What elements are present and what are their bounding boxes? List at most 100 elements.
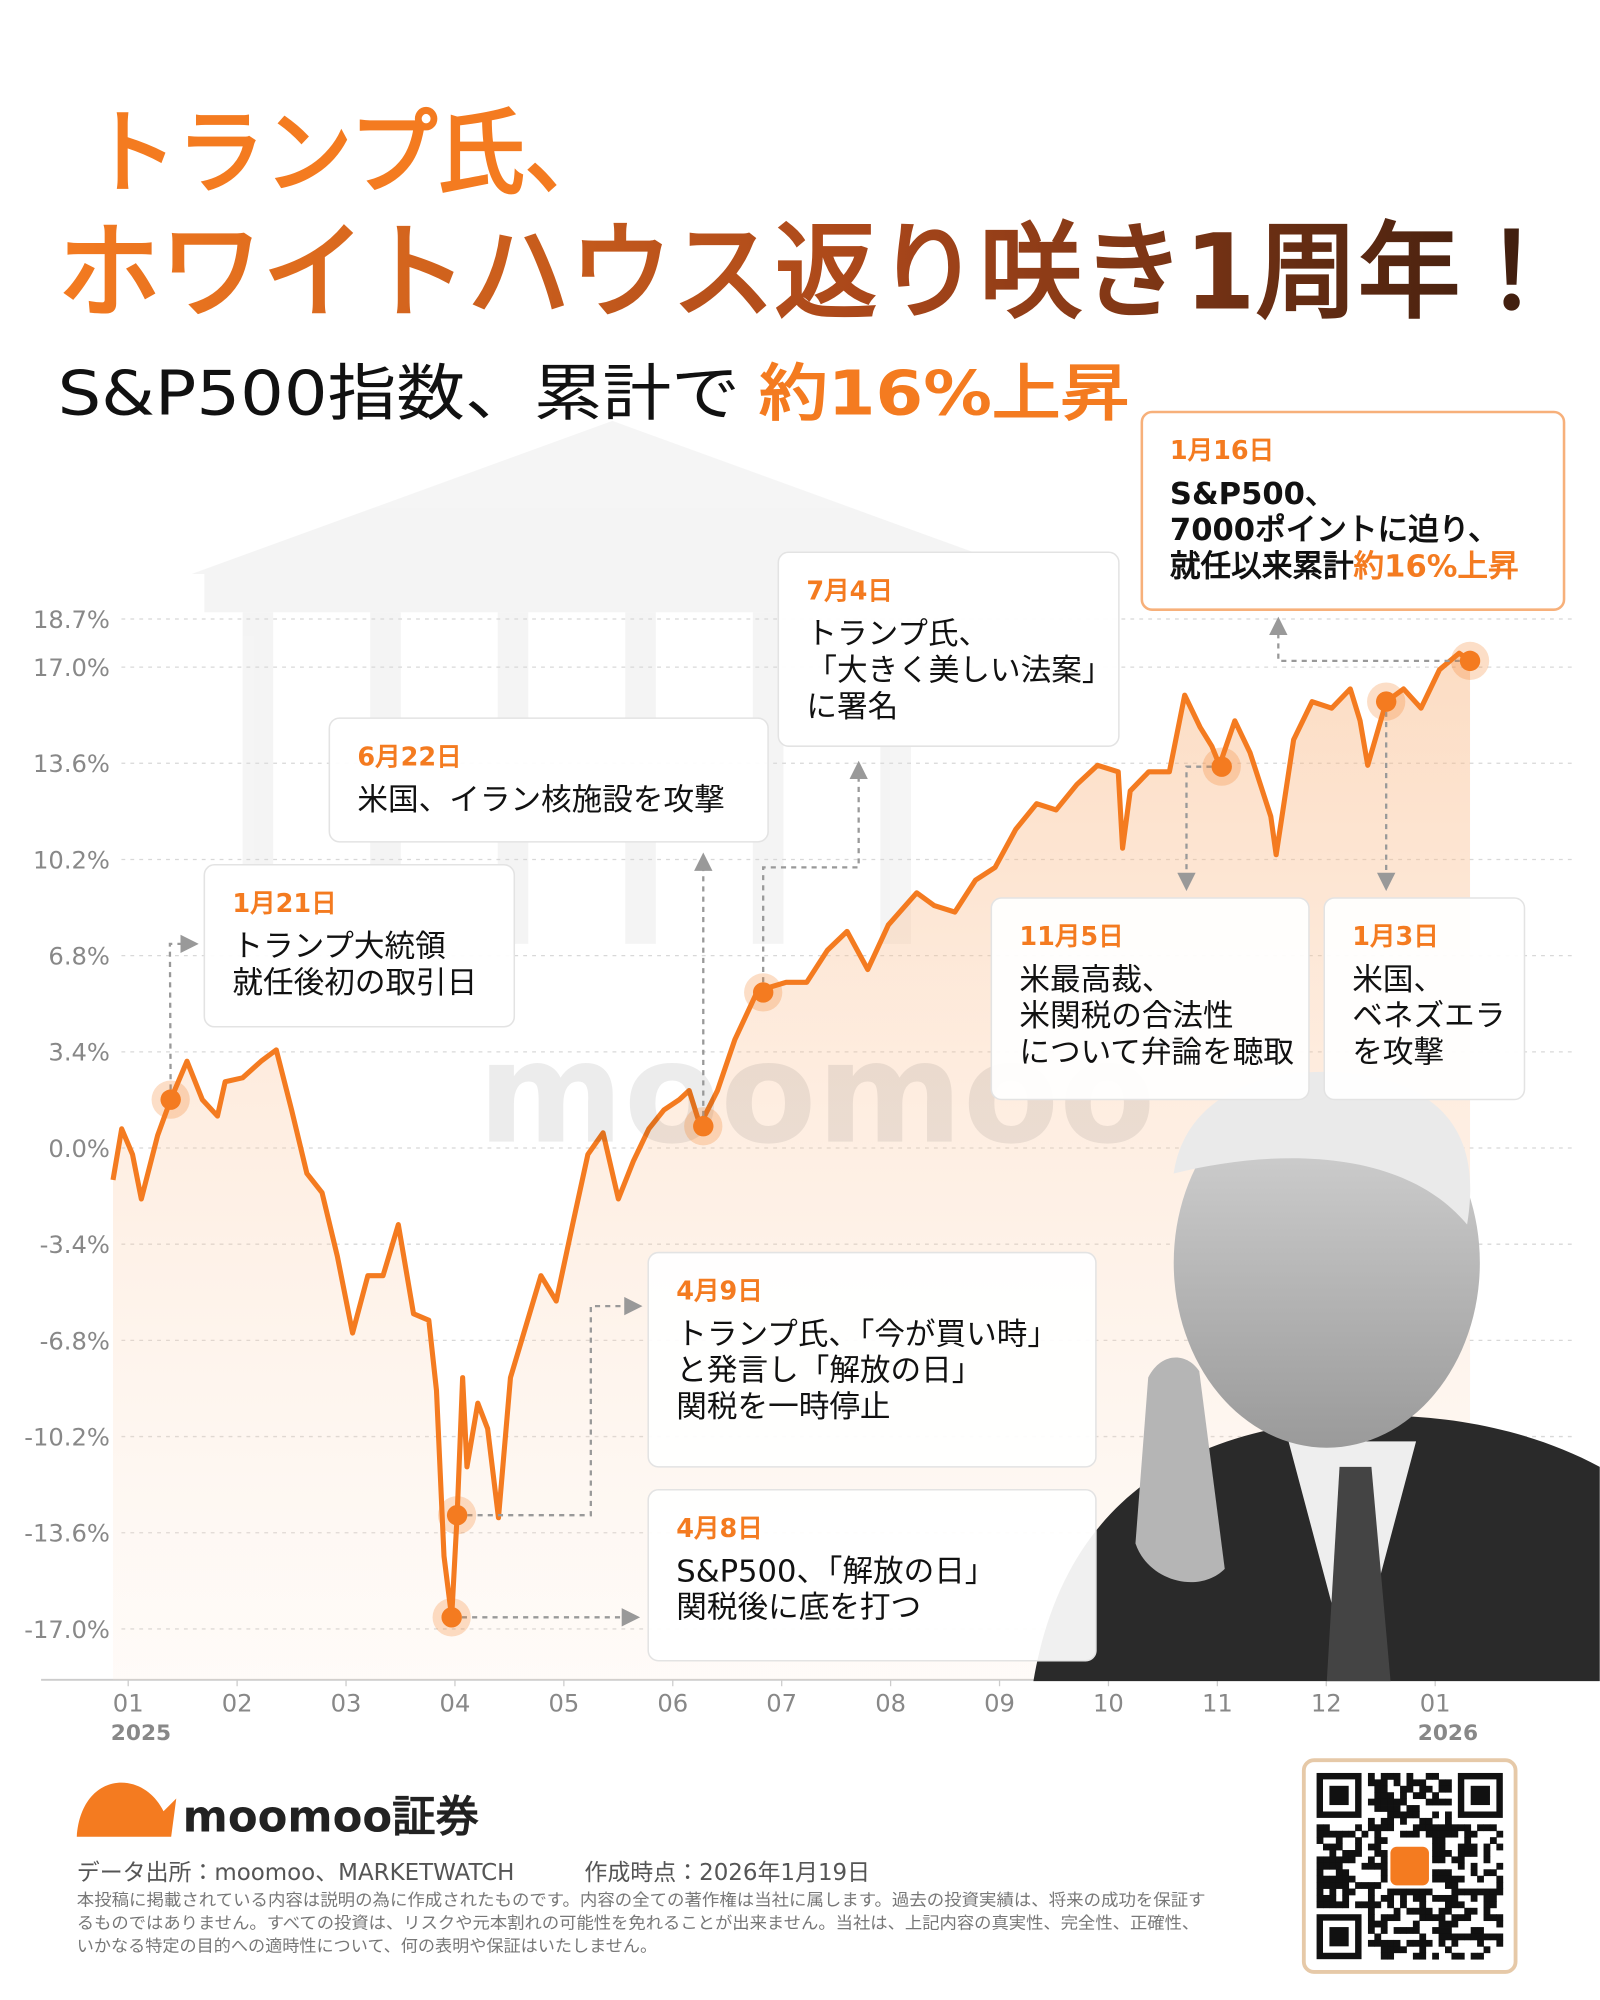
qr-cell: [1425, 1939, 1433, 1947]
x-tick-label: 06: [657, 1690, 688, 1718]
annotation-highlight: 約16%上昇: [1354, 550, 1519, 585]
annotation-text: について弁論を聴取: [1019, 1036, 1294, 1071]
qr-cell: [1367, 1914, 1375, 1922]
qr-cell: [1438, 1914, 1446, 1922]
annotation-text: 米国、イラン核施設を攻撃: [357, 783, 724, 818]
qr-cell: [1374, 1830, 1382, 1838]
qr-cell: [1329, 1830, 1337, 1838]
subtitle: S&P500指数、累計で: [58, 359, 740, 430]
qr-cell: [1380, 1952, 1388, 1960]
y-tick-label: 0.0%: [48, 1135, 110, 1163]
qr-cell: [1367, 1798, 1375, 1806]
qr-cell: [1496, 1939, 1504, 1947]
qr-cell: [1496, 1933, 1504, 1941]
qr-cell: [1374, 1779, 1382, 1787]
qr-cell: [1438, 1824, 1446, 1832]
qr-cell: [1329, 1901, 1337, 1909]
qr-cell: [1380, 1805, 1388, 1812]
x-tick-label: 07: [766, 1690, 797, 1718]
qr-cell: [1400, 1830, 1407, 1838]
annotation-box: [647, 1489, 1097, 1662]
qr-cell: [1419, 1933, 1427, 1941]
qr-cell: [1393, 1907, 1401, 1915]
qr-cell: [1470, 1850, 1478, 1857]
annotation-text: トランプ氏、「今が買い時」: [676, 1317, 1058, 1352]
qr-cell: [1432, 1927, 1439, 1934]
qr-cell: [1355, 1882, 1362, 1889]
qr-cell: [1489, 1894, 1497, 1902]
qr-cell: [1489, 1869, 1497, 1877]
qr-cell: [1464, 1824, 1472, 1832]
qr-cell: [1323, 1862, 1330, 1870]
qr-cell: [1406, 1830, 1414, 1838]
qr-cell: [1419, 1824, 1427, 1832]
qr-cell: [1380, 1785, 1388, 1793]
qr-cell: [1445, 1824, 1452, 1832]
qr-cell: [1470, 1952, 1478, 1960]
qr-cell: [1387, 1952, 1395, 1960]
qr-cell: [1400, 1927, 1407, 1934]
qr-cell: [1412, 1830, 1420, 1838]
qr-cell: [1387, 1805, 1395, 1812]
qr-cell: [1393, 1946, 1401, 1954]
qr-cell: [1380, 1837, 1388, 1844]
qr-cell: [1329, 1850, 1337, 1857]
y-tick-label: -17.0%: [24, 1616, 110, 1644]
qr-cell: [1406, 1805, 1414, 1812]
qr-cell: [1419, 1779, 1427, 1787]
annotation-date: 4月8日: [676, 1514, 762, 1544]
qr-cell: [1451, 1920, 1459, 1928]
qr-cell: [1445, 1869, 1452, 1877]
qr-cell: [1374, 1850, 1382, 1857]
qr-cell: [1380, 1798, 1388, 1806]
qr-cell: [1425, 1798, 1433, 1806]
qr-cell: [1438, 1875, 1446, 1883]
qr-cell: [1316, 1824, 1324, 1832]
qr-cell: [1348, 1830, 1356, 1838]
annotation-text: 米最高裁、: [1019, 963, 1172, 998]
annotation-box: [777, 551, 1120, 747]
x-tick-label: 03: [331, 1690, 362, 1718]
qr-cell: [1361, 1830, 1369, 1838]
qr-cell: [1329, 1843, 1337, 1851]
connector: [168, 934, 199, 1100]
annotation-point: [693, 1116, 714, 1137]
data-source: データ出所：moomoo、MARKETWATCH: [77, 1860, 515, 1886]
qr-cell: [1470, 1862, 1478, 1870]
qr-cell: [1483, 1869, 1491, 1877]
qr-cell: [1425, 1907, 1433, 1915]
annotation-point: [752, 982, 774, 1003]
year-label: 2026: [1418, 1721, 1478, 1746]
qr-cell: [1457, 1824, 1465, 1832]
qr-cell: [1406, 1785, 1414, 1793]
connector: [1269, 616, 1471, 663]
qr-cell: [1496, 1914, 1504, 1922]
qr-cell: [1316, 1888, 1324, 1896]
qr-cell: [1323, 1894, 1330, 1902]
qr-cell: [1380, 1869, 1388, 1877]
annotation-text: ベネズエラ: [1352, 999, 1505, 1034]
qr-cell: [1367, 1901, 1375, 1909]
qr-cell: [1483, 1907, 1491, 1915]
qr-cell: [1400, 1798, 1407, 1806]
qr-finder: [1470, 1785, 1490, 1806]
qr-cell: [1496, 1882, 1504, 1889]
qr-cell: [1438, 1837, 1446, 1844]
annotation-box: [203, 864, 516, 1028]
qr-cell: [1457, 1933, 1465, 1941]
qr-cell: [1470, 1894, 1478, 1902]
annotation-point: [160, 1089, 181, 1110]
qr-cell: [1335, 1862, 1343, 1870]
qr-cell: [1496, 1888, 1504, 1896]
qr-cell: [1393, 1888, 1401, 1896]
qr-cell: [1323, 1830, 1330, 1838]
qr-cell: [1367, 1817, 1375, 1825]
x-tick-label: 01: [113, 1690, 144, 1718]
qr-cell: [1445, 1907, 1452, 1915]
qr-cell: [1483, 1946, 1491, 1954]
annotation-text: 7000ポイントに迫り、: [1170, 513, 1499, 548]
title-line1: トランプ氏、: [90, 100, 613, 207]
brand-name: moomoo証券: [183, 1793, 480, 1843]
qr-cell: [1323, 1901, 1330, 1909]
